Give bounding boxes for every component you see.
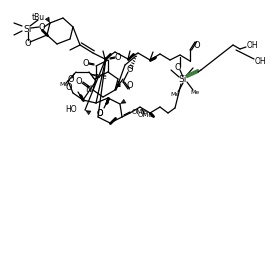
Text: O: O	[76, 77, 82, 86]
Text: tBu: tBu	[31, 12, 45, 21]
Text: Si: Si	[24, 24, 32, 33]
Text: Me: Me	[59, 82, 69, 86]
Text: O: O	[115, 54, 121, 63]
Text: Si: Si	[179, 76, 187, 85]
Text: OMe: OMe	[137, 112, 153, 118]
Text: OMe: OMe	[91, 74, 107, 80]
Text: OH: OH	[254, 58, 266, 67]
Text: O: O	[97, 109, 103, 118]
Text: O: O	[97, 108, 103, 117]
Text: O: O	[175, 64, 181, 73]
Text: O: O	[66, 83, 72, 92]
Text: O: O	[127, 64, 133, 73]
Text: O: O	[127, 81, 133, 90]
Text: HO: HO	[65, 105, 77, 114]
Text: O: O	[25, 38, 31, 47]
Text: OMe: OMe	[132, 109, 148, 115]
Text: O: O	[68, 76, 74, 85]
Text: O: O	[83, 60, 89, 68]
Text: O: O	[39, 23, 45, 32]
Text: N: N	[85, 86, 91, 95]
Text: Me: Me	[170, 92, 180, 98]
Text: Me: Me	[190, 91, 200, 95]
Text: O: O	[194, 42, 200, 51]
Text: OH: OH	[246, 41, 258, 50]
